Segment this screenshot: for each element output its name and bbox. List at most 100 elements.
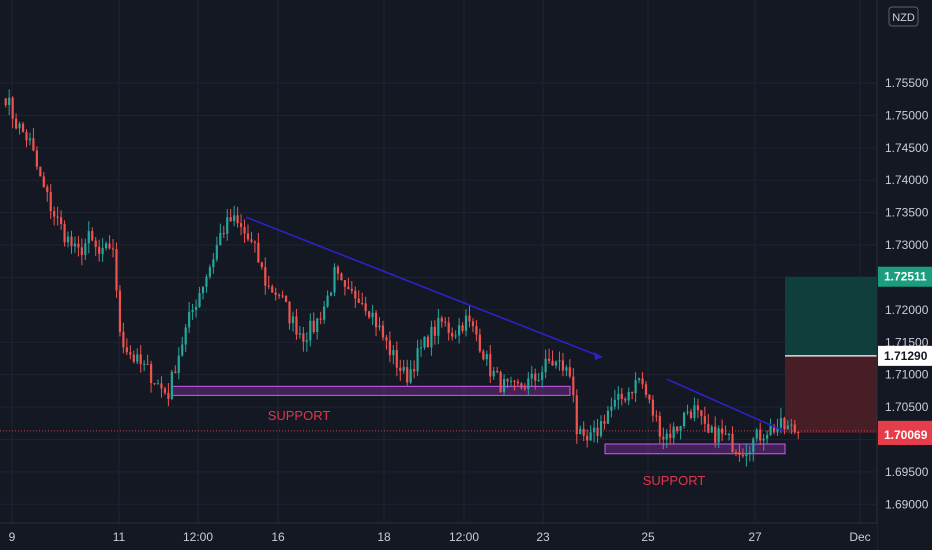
candle-body: [350, 288, 353, 291]
candle-body: [298, 333, 302, 335]
candle-body: [627, 392, 630, 401]
candle-body: [413, 369, 416, 372]
candle-body: [769, 425, 772, 435]
candle-body: [731, 433, 734, 452]
candle-body: [357, 298, 360, 303]
candle-body: [406, 367, 409, 383]
candle-body: [582, 428, 585, 436]
candle-body: [797, 432, 800, 434]
candle-body: [741, 454, 744, 457]
candle-body: [655, 415, 658, 417]
candle-body: [662, 436, 665, 440]
candle-body: [641, 378, 644, 385]
candle-body: [509, 380, 513, 382]
candle-body: [790, 424, 793, 426]
candle-body: [28, 138, 32, 141]
y-tick-label: 1.75000: [885, 108, 929, 122]
candle-body: [215, 245, 218, 260]
candle-body: [402, 367, 405, 371]
candle-body: [779, 418, 783, 428]
candle-body: [700, 410, 703, 417]
candle-body: [682, 412, 686, 427]
candle-body: [11, 97, 14, 119]
candle-body: [724, 433, 727, 435]
candle-body: [606, 410, 610, 424]
candle-body: [679, 426, 682, 431]
candle-body: [118, 290, 122, 332]
candle-body: [208, 267, 212, 277]
candle-body: [226, 217, 229, 234]
candle-body: [347, 286, 350, 289]
candle-body: [236, 215, 239, 224]
candle-body: [634, 380, 637, 394]
candle-body: [181, 344, 184, 356]
candle-body: [188, 311, 191, 328]
stop-zone: [785, 355, 877, 433]
candle-body: [361, 302, 364, 304]
candle-body: [551, 360, 554, 366]
candle-body: [603, 421, 606, 424]
candle-body: [246, 233, 250, 240]
candle-body: [554, 361, 558, 366]
candle-body: [392, 350, 395, 356]
y-tick-label: 1.71000: [885, 368, 929, 382]
price-label: 1.70069: [878, 424, 932, 445]
candle-body: [319, 318, 322, 320]
candle-body: [471, 321, 475, 326]
candle-body: [458, 325, 461, 336]
candle-body: [409, 369, 412, 383]
candle-body: [39, 166, 42, 177]
candle-body: [267, 285, 270, 287]
y-tick-label: 1.74000: [885, 173, 929, 187]
candle-body: [108, 243, 111, 249]
candle-body: [537, 380, 540, 382]
candle-body: [201, 286, 205, 294]
time-axis-panel: [0, 523, 877, 550]
candle-body: [170, 371, 173, 399]
x-tick-label: 25: [641, 530, 655, 544]
candle-body: [8, 97, 11, 106]
candle-body: [87, 231, 90, 244]
price-label-bg: [878, 345, 932, 366]
candle-body: [219, 233, 222, 246]
candle-body: [637, 378, 641, 381]
candle-body: [527, 378, 530, 389]
candle-body: [73, 243, 77, 247]
candle-body: [572, 376, 575, 396]
candle-body: [153, 383, 156, 385]
support-zone-2: [604, 443, 786, 455]
candle-body: [544, 358, 547, 373]
candle-body: [547, 358, 551, 361]
candle-body: [374, 312, 378, 328]
candle-body: [717, 428, 720, 443]
candle-body: [506, 379, 509, 382]
candle-body: [734, 451, 738, 453]
candle-body: [198, 293, 201, 307]
candle-body: [530, 373, 533, 379]
candle-body: [295, 316, 298, 335]
candle-body: [46, 186, 49, 193]
y-tick-label: 1.75500: [885, 76, 929, 90]
candle-body: [721, 428, 724, 434]
candle-body: [94, 240, 97, 248]
y-tick-label: 1.71500: [885, 335, 929, 349]
candle-body: [451, 332, 454, 337]
x-tick-label: 9: [9, 530, 16, 544]
candle-body: [516, 381, 520, 384]
candle-body: [437, 317, 440, 336]
candle-body: [146, 363, 149, 365]
candle-body: [163, 388, 167, 393]
candle-body: [104, 243, 108, 249]
candle-body: [222, 233, 225, 235]
price-label-bg: [878, 266, 932, 287]
candle-body: [520, 383, 523, 388]
trendline-2: [666, 378, 785, 432]
candle-body: [4, 98, 7, 106]
candle-body: [482, 351, 485, 360]
candle-body: [430, 326, 433, 348]
candle-body: [423, 336, 426, 348]
candle-body: [589, 432, 592, 441]
